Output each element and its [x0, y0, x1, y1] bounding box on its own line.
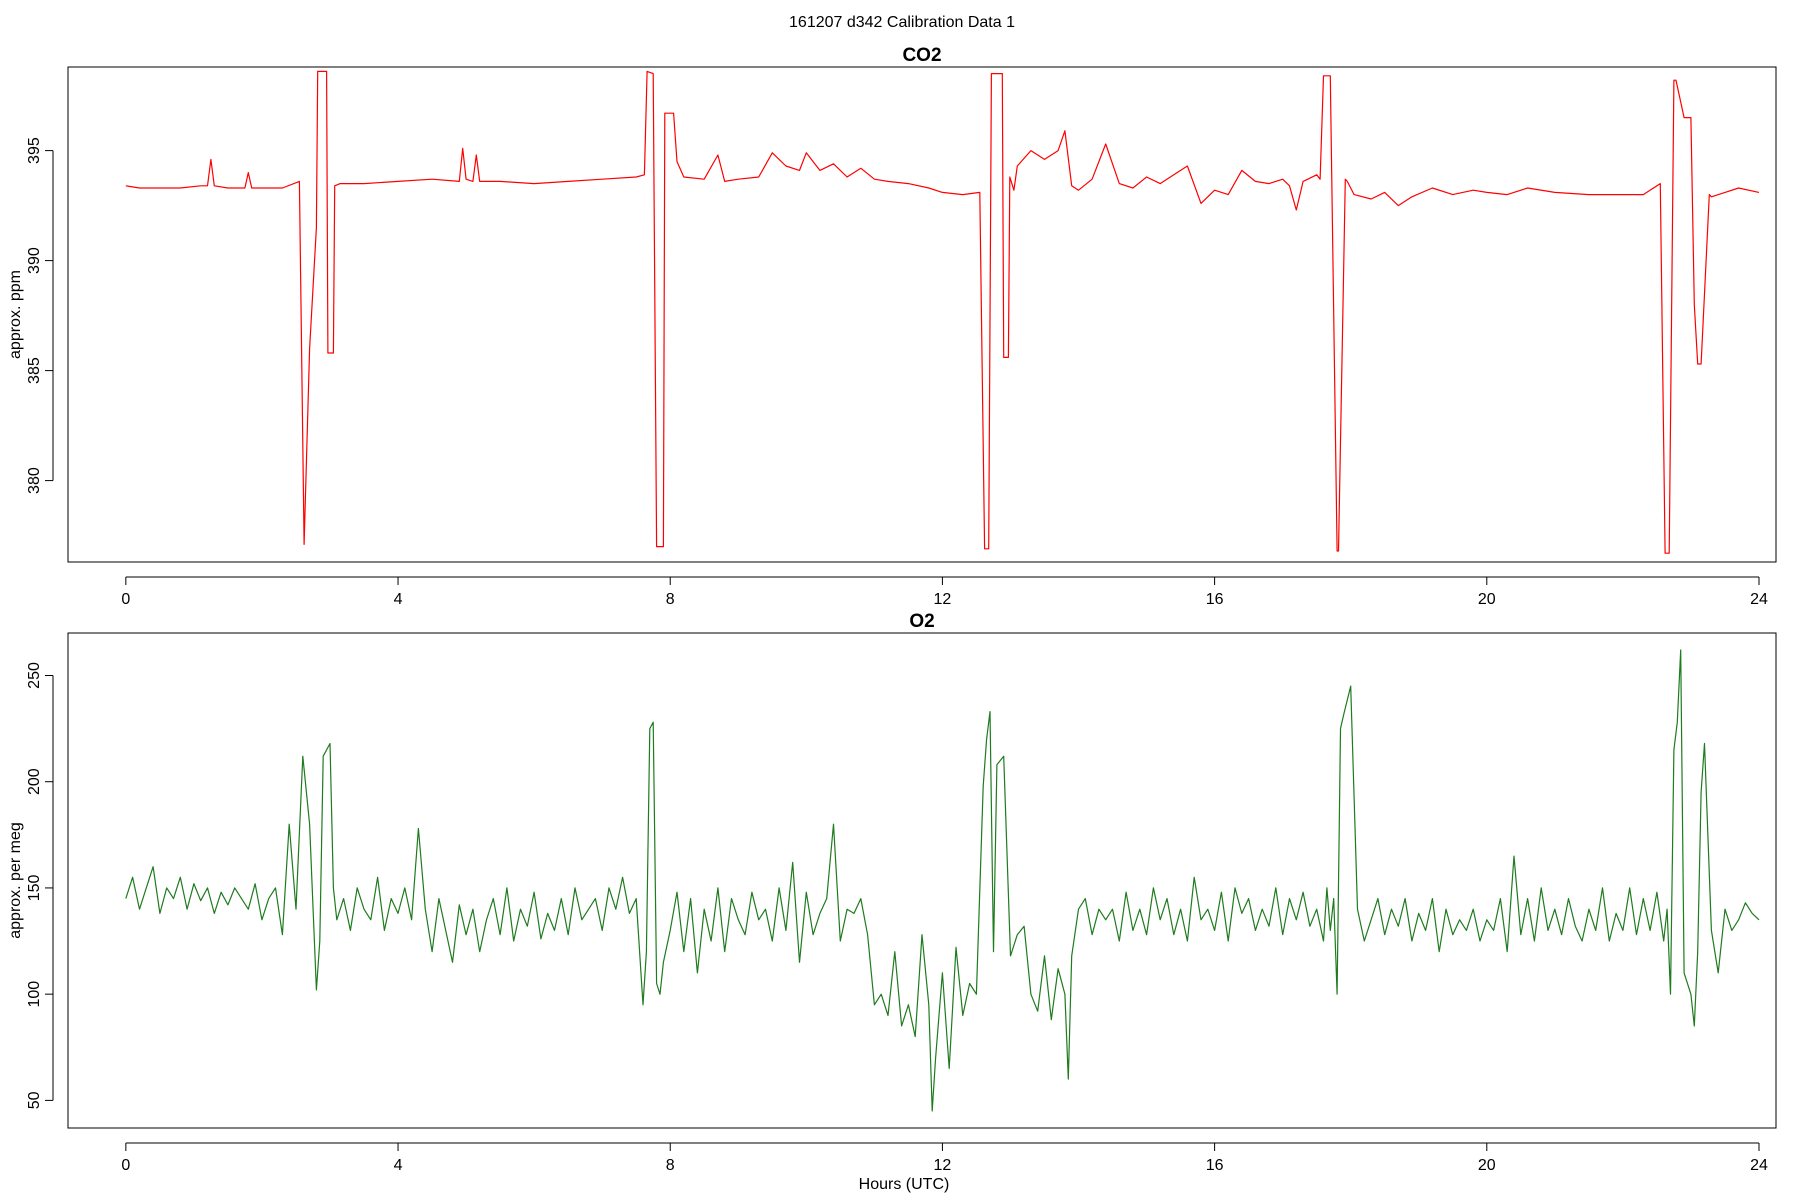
x-tick-label: 12 — [934, 1157, 952, 1174]
x-tick-label: 0 — [121, 1157, 130, 1174]
y-tick-label: 385 — [26, 357, 43, 384]
x-tick-label: 12 — [934, 591, 952, 608]
x-tick-label: 4 — [394, 1157, 403, 1174]
x-tick-label: 8 — [666, 1157, 675, 1174]
figure-suptitle: 161207 d342 Calibration Data 1 — [789, 14, 1015, 31]
y-tick-label: 380 — [26, 467, 43, 494]
series-line — [125, 649, 1760, 1112]
y-tick-label: 200 — [26, 768, 43, 795]
x-tick-label: 8 — [666, 591, 675, 608]
y-tick-label: 250 — [26, 662, 43, 689]
x-tick-label: 0 — [121, 591, 130, 608]
y-tick-label: 50 — [26, 1091, 43, 1109]
co2-panel: CO2 approx. ppm 0 4 8 12 16 20 24 380 385 390 395 — [7, 45, 1777, 608]
x-tick-label: 20 — [1478, 1157, 1496, 1174]
y-tick-label: 395 — [26, 137, 43, 164]
x-tick-label: 24 — [1750, 591, 1768, 608]
x-tick-label: 16 — [1206, 591, 1224, 608]
panel-title: CO2 — [902, 45, 941, 66]
panel-title: O2 — [909, 611, 934, 632]
plot-frame — [67, 632, 1777, 1129]
y-tick-label: 150 — [26, 874, 43, 901]
x-tick-label: 16 — [1206, 1157, 1224, 1174]
x-tick-label: 24 — [1750, 1157, 1768, 1174]
x-tick-label: 4 — [394, 591, 403, 608]
y-axis-label: approx. per meg — [7, 822, 24, 939]
o2-panel: O2 approx. per meg 0 4 8 12 16 20 24 50 100 150 200 2… — [7, 611, 1777, 1174]
plot-frame — [67, 66, 1777, 563]
y-axis-label: approx. ppm — [7, 270, 24, 359]
y-tick-label: 390 — [26, 247, 43, 274]
x-tick-label: 20 — [1478, 591, 1496, 608]
series-line — [125, 70, 1760, 554]
y-tick-label: 100 — [26, 981, 43, 1008]
x-axis-label: Hours (UTC) — [859, 1176, 950, 1193]
